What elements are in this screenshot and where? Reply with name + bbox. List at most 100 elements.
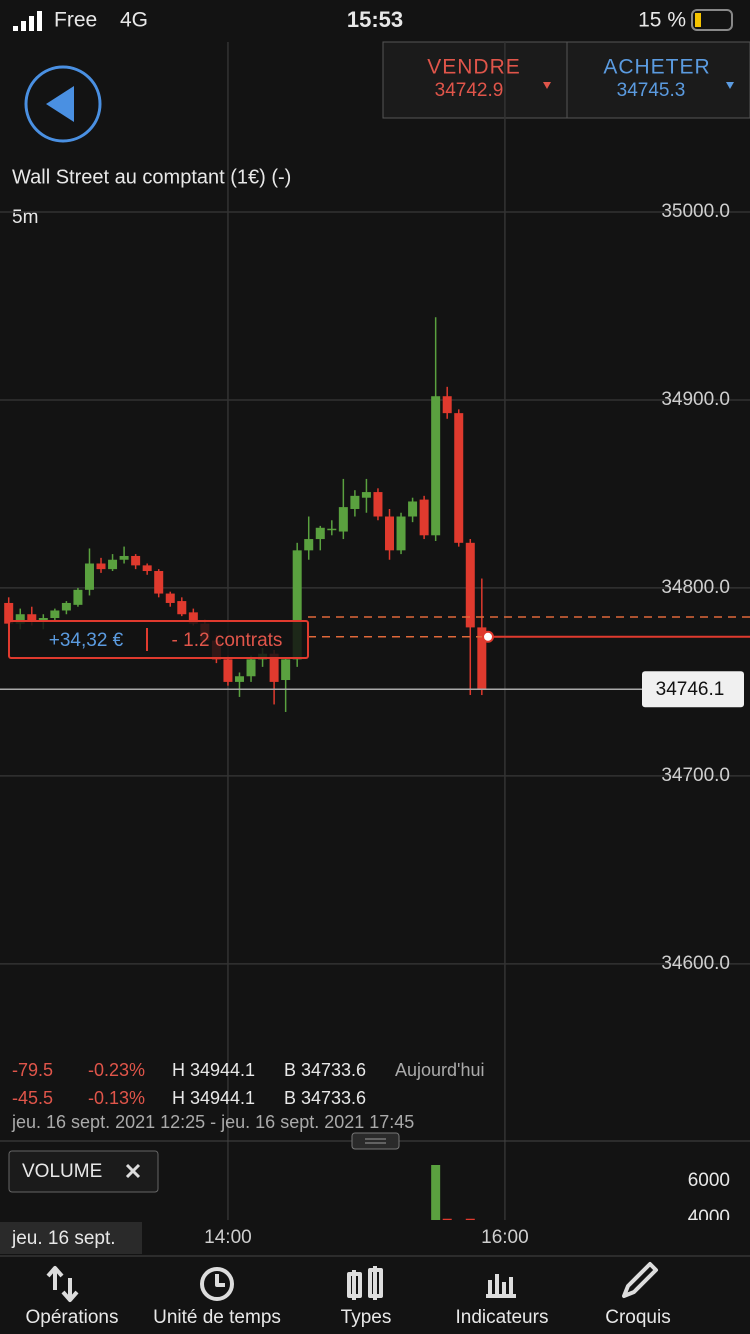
volume-tag[interactable]: VOLUME — [8, 1150, 159, 1193]
candle-body — [315, 527, 325, 540]
candle-body — [234, 676, 244, 682]
candle-body — [50, 610, 60, 618]
date-range: jeu. 16 sept. 2021 12:25 - jeu. 16 sept.… — [11, 1112, 414, 1132]
sell-label: VENDRE — [427, 56, 521, 79]
volume-bar — [431, 1165, 441, 1220]
candle-body — [350, 495, 360, 509]
candle-body — [61, 602, 71, 611]
candle-body — [442, 396, 452, 414]
volume-tick-label: 4000 — [688, 1207, 730, 1228]
candle-body — [338, 507, 348, 532]
last-price-box — [642, 671, 744, 708]
y-tick-label: 34900.0 — [661, 389, 730, 410]
volume-bar — [442, 1218, 452, 1220]
y-tick-label: 34700.0 — [661, 765, 730, 786]
battery-level: 15 % — [638, 9, 686, 32]
resize-handle[interactable] — [351, 1132, 400, 1150]
candle-body — [4, 602, 14, 624]
toolbar-label: Croquis — [605, 1307, 670, 1328]
candle-body — [396, 516, 406, 551]
stat: B 34733.6 — [284, 1060, 366, 1080]
candle-body — [142, 565, 152, 572]
position-box[interactable]: +34,32 € - 1.2 contrats — [8, 620, 309, 659]
volume-panel: 6000 4000 — [431, 1165, 730, 1228]
candle-body — [119, 555, 129, 560]
back-button[interactable] — [24, 65, 102, 143]
volume-tick-label: 6000 — [688, 1170, 730, 1191]
buy-button[interactable]: ACHETER 34745.3 — [603, 56, 734, 101]
date-box — [0, 1222, 142, 1254]
candle-body — [84, 563, 94, 590]
candle-body — [361, 492, 371, 498]
toolbar-icon — [486, 1274, 516, 1298]
candle-body — [188, 612, 198, 624]
toolbar-item[interactable]: Croquis — [605, 1262, 671, 1328]
clock: 15:53 — [347, 7, 403, 32]
y-tick-label: 34600.0 — [661, 953, 730, 974]
volume-label: VOLUME — [22, 1161, 102, 1182]
instrument-title: Wall Street au comptant (1€) (-) — [12, 166, 291, 188]
candle-body — [304, 539, 314, 551]
candle-body — [373, 492, 383, 517]
candle-body — [327, 528, 337, 531]
candle-body — [177, 601, 187, 615]
candle-body — [73, 589, 83, 605]
stat: H 34944.1 — [172, 1088, 255, 1108]
position-size: - 1.2 contrats — [172, 630, 283, 651]
toolbar-icon — [46, 1266, 79, 1302]
candle-body — [419, 499, 429, 536]
candle-body — [246, 659, 256, 677]
stat: -0.23% — [88, 1060, 145, 1080]
toolbar-label: Unité de temps — [153, 1307, 281, 1328]
x-tick-label: 14:00 — [204, 1227, 252, 1248]
candle-body — [408, 501, 418, 517]
status-bar: Free 4G 15:53 15 % — [13, 7, 733, 32]
candle-body — [96, 563, 106, 570]
candle-body — [38, 617, 48, 622]
buy-price: 34745.3 — [617, 80, 686, 101]
toolbar-label: Types — [341, 1307, 392, 1328]
x-tick-label: 16:00 — [481, 1227, 529, 1248]
candle-body — [465, 542, 475, 628]
toolbar-icon — [622, 1262, 658, 1298]
buy-label: ACHETER — [603, 56, 710, 79]
sell-button[interactable]: VENDRE 34742.9 — [427, 56, 551, 101]
carrier: Free — [54, 9, 97, 32]
candle-body — [131, 555, 141, 566]
candle-body — [454, 413, 464, 543]
network: 4G — [120, 9, 148, 32]
candle-body — [281, 659, 291, 681]
position-dot — [482, 630, 494, 643]
toolbar-item[interactable]: Types — [341, 1266, 392, 1328]
stat: H 34944.1 — [172, 1060, 255, 1080]
date-label: jeu. 16 sept. — [11, 1228, 116, 1249]
toolbar-label: Indicateurs — [456, 1307, 549, 1328]
timeframe: 5m — [12, 207, 38, 228]
stat: -45.5 — [12, 1088, 53, 1108]
candle-body — [431, 396, 441, 536]
candle-body — [269, 653, 279, 682]
toolbar-icon — [200, 1267, 234, 1301]
candle-body — [223, 659, 233, 682]
sell-price: 34742.9 — [435, 80, 504, 101]
toolbar: Opérations Unité de temps Types Indicateurs… — [26, 1262, 671, 1328]
stat: Aujourd'hui — [395, 1060, 485, 1080]
toolbar-item[interactable]: Unité de temps — [153, 1267, 281, 1328]
candle-body — [292, 550, 302, 660]
candle-body — [165, 593, 175, 603]
candle-body — [477, 627, 487, 690]
candle-body — [385, 516, 395, 551]
stat: B 34733.6 — [284, 1088, 366, 1108]
info: -79.5 -0.23% H 34944.1 B 34733.6 Aujourd'hui… — [11, 1060, 485, 1132]
toolbar-icon — [347, 1266, 383, 1300]
y-tick-label: 34800.0 — [661, 577, 730, 598]
candle-body — [108, 559, 118, 570]
last-price-label: 34746.1 — [656, 679, 725, 700]
toolbar-item[interactable]: Indicateurs — [456, 1274, 549, 1328]
toolbar-item[interactable]: Opérations — [26, 1266, 119, 1328]
candle-body — [154, 571, 164, 594]
y-tick-label: 35000.0 — [661, 201, 730, 222]
position-pnl: +34,32 € — [49, 630, 124, 651]
